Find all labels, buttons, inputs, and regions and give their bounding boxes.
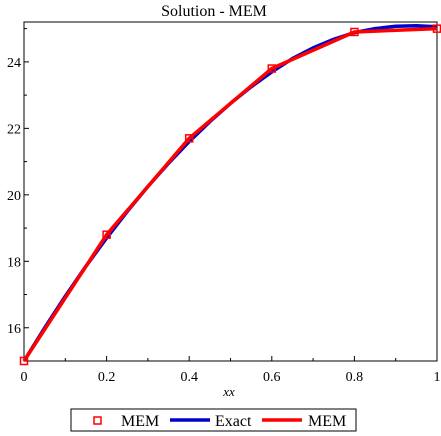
mem-marker	[19, 356, 29, 366]
series-line-mem	[22, 26, 438, 362]
series-line-exact	[22, 23, 438, 362]
y-tick-label: 20	[7, 189, 21, 204]
plot-area	[23, 21, 438, 362]
y-tick-label: 22	[7, 122, 21, 137]
x-tick-label: 1	[434, 370, 441, 385]
y-tick-label: 18	[7, 255, 21, 270]
legend-label: Exact	[215, 413, 252, 430]
y-axis: 16 18 20 22 24	[7, 28, 29, 362]
mem-marker	[350, 27, 359, 37]
legend: MEM Exact MEM	[70, 408, 357, 432]
legend-box	[70, 408, 357, 432]
chart-title: Solution - MEM	[161, 3, 267, 20]
series-layer	[19, 23, 441, 366]
x-axis: 0 0.2 0.4 0.6 0.8 1	[21, 356, 441, 385]
x-tick-label: 0.4	[180, 370, 198, 385]
x-tick-label: 0.6	[263, 370, 281, 385]
x-tick-label: 0	[21, 370, 28, 385]
mem-marker	[267, 64, 277, 73]
y-tick-label: 24	[7, 56, 21, 71]
mem-marker	[184, 134, 194, 143]
legend-marker-mem	[93, 416, 102, 425]
y-tick-label: 16	[7, 322, 21, 337]
x-tick-label: 0.2	[98, 370, 116, 385]
legend-label: MEM	[308, 413, 346, 430]
x-tick-label: 0.8	[346, 370, 364, 385]
x-axis-label: xx	[222, 384, 235, 399]
mem-marker	[102, 230, 111, 239]
legend-label: MEM	[121, 413, 159, 430]
